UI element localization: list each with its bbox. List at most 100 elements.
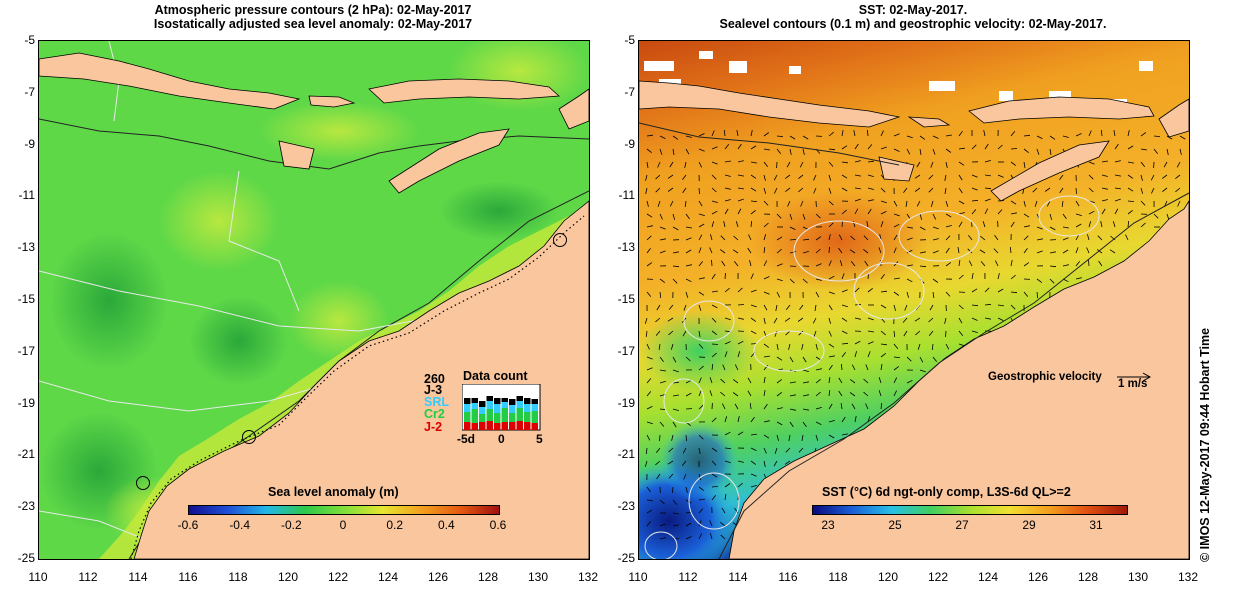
velocity-arrow <box>984 303 992 306</box>
velocity-arrow <box>906 148 911 155</box>
velocity-arrow <box>655 317 661 323</box>
velocity-arrow <box>919 213 923 220</box>
data-count-bar <box>501 408 508 422</box>
colorbar-tick-label: -0.4 <box>229 518 250 532</box>
velocity-arrow <box>671 434 674 441</box>
velocity-arrow <box>945 235 951 241</box>
tide-gauge-marker[interactable] <box>242 430 256 444</box>
velocity-arrow <box>1114 174 1121 177</box>
velocity-arrow <box>971 174 978 178</box>
velocity-arrow <box>1153 148 1159 154</box>
velocity-arrow <box>841 433 848 436</box>
velocity-arrow <box>1023 225 1030 228</box>
velocity-arrow <box>667 174 674 179</box>
velocity-arrow <box>851 403 856 410</box>
y-tick-label: -5 <box>624 33 635 47</box>
velocity-arrow <box>1032 187 1038 193</box>
velocity-arrow <box>763 377 766 384</box>
velocity-arrow <box>672 381 679 384</box>
velocity-arrow <box>997 317 1004 321</box>
velocity-arrow <box>724 174 731 177</box>
velocity-arrow <box>737 460 744 463</box>
velocity-arrow <box>866 221 869 228</box>
velocity-arrow <box>1101 199 1108 202</box>
velocity-arrow <box>659 369 666 372</box>
colorbar-tick-label: -0.6 <box>177 518 199 532</box>
velocity-arrow <box>1113 130 1116 137</box>
velocity-arrow <box>903 187 908 194</box>
velocity-arrow <box>880 343 887 346</box>
velocity-arrow <box>685 135 692 138</box>
velocity-arrow <box>932 148 936 155</box>
velocity-arrow <box>1109 249 1116 254</box>
velocity-arrow <box>930 161 934 168</box>
left-title-line1: Atmospheric pressure contours (2 hPa): 0… <box>154 3 472 17</box>
velocity-arrow <box>828 187 832 194</box>
velocity-arrow <box>971 199 979 202</box>
velocity-arrow <box>698 520 702 527</box>
velocity-arrow <box>854 208 859 215</box>
velocity-arrow <box>1010 260 1013 267</box>
velocity-arrow <box>1176 161 1181 168</box>
right-colorbar-title: SST (°C) 6d ngt-only comp, L3S-6d QL>=2 <box>822 485 1071 499</box>
velocity-arrow <box>984 160 991 163</box>
velocity-arrow <box>984 174 991 177</box>
velocity-arrow <box>776 263 783 267</box>
velocity-arrow <box>737 416 740 423</box>
velocity-arrow <box>802 135 809 140</box>
velocity-arrow <box>711 273 716 280</box>
velocity-arrow <box>763 390 766 397</box>
velocity-arrow <box>802 369 809 372</box>
velocity-arrow <box>838 247 843 254</box>
velocity-arrow <box>659 523 666 527</box>
velocity-arrow <box>789 381 796 384</box>
velocity-arrow <box>815 248 821 254</box>
velocity-arrow <box>1023 213 1030 218</box>
sea-level-contours <box>644 195 1100 559</box>
velocity-arrow <box>801 343 804 350</box>
velocity-arrow <box>906 291 909 298</box>
velocity-arrow <box>719 249 726 254</box>
sea-level-anomaly-map[interactable] <box>38 40 590 560</box>
velocity-arrow <box>646 421 653 425</box>
velocity-arrow <box>668 304 674 310</box>
velocity-arrow <box>945 262 952 267</box>
velocity-arrow <box>880 146 887 150</box>
velocity-arrow <box>865 364 869 371</box>
velocity-arrow <box>763 420 770 423</box>
sst-map[interactable] <box>638 40 1190 560</box>
velocity-arrow <box>982 221 986 228</box>
velocity-arrow <box>698 498 705 501</box>
velocity-arrow <box>914 317 921 322</box>
velocity-arrow <box>646 235 652 241</box>
velocity-arrow <box>685 486 688 493</box>
velocity-arrow <box>945 200 949 207</box>
tide-gauge-marker[interactable] <box>136 476 150 490</box>
velocity-arrow <box>789 251 796 254</box>
velocity-arrow <box>672 408 679 411</box>
velocity-arrow <box>880 187 886 193</box>
velocity-arrow <box>763 276 770 280</box>
velocity-arrow <box>984 317 991 320</box>
velocity-arrow <box>669 161 674 168</box>
velocity-arrow <box>853 130 856 137</box>
velocity-arrow <box>659 434 661 442</box>
velocity-arrow <box>841 130 844 137</box>
velocity-arrow <box>685 264 692 267</box>
x-tick-label: 132 <box>577 570 599 584</box>
velocity-arrow <box>968 234 973 241</box>
velocity-arrow <box>655 187 661 193</box>
velocity-arrow <box>786 161 791 168</box>
velocity-arrow <box>724 494 727 501</box>
velocity-arrow <box>750 289 757 293</box>
y-tick-label: -25 <box>617 551 635 565</box>
velocity-arrow <box>802 278 808 284</box>
velocity-arrow <box>749 402 752 410</box>
tide-gauge-marker[interactable] <box>553 233 567 247</box>
x-tick-label: 132 <box>1177 570 1199 584</box>
velocity-arrow <box>958 200 965 205</box>
velocity-arrow <box>945 247 950 254</box>
velocity-arrow <box>841 161 848 164</box>
data-count-bar <box>509 405 516 413</box>
colorbar-tick-label: 0.6 <box>489 518 507 532</box>
